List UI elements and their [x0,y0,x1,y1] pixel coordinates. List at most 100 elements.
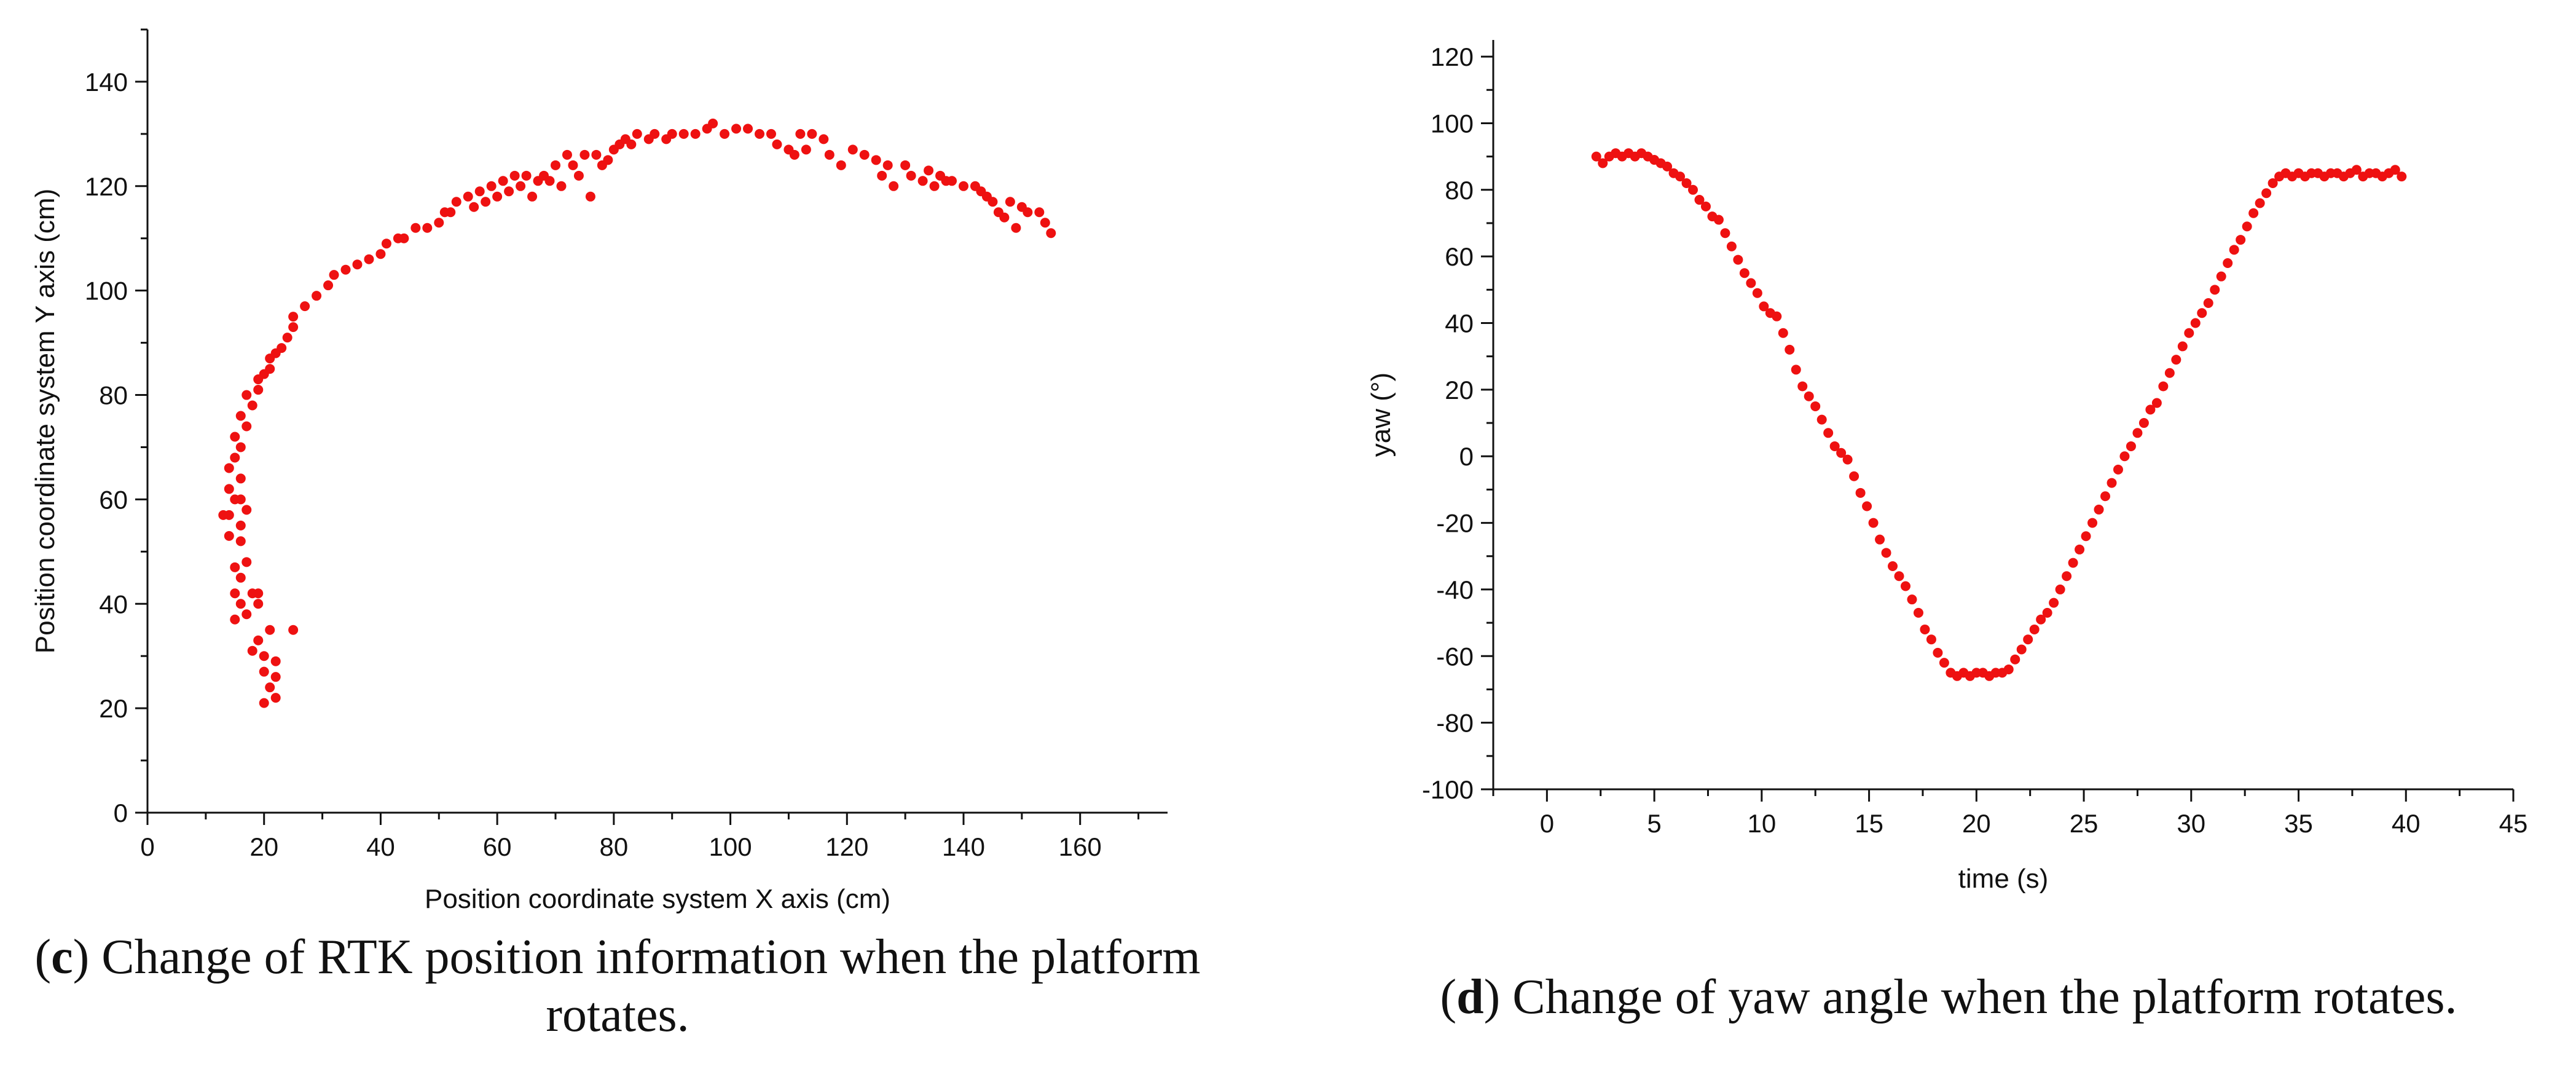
x-tick-label: 40 [2392,809,2421,838]
data-point [906,170,916,181]
data-point [2177,341,2188,352]
caption-c-text: Change of RTK position information when … [101,930,1201,1043]
data-point [253,635,264,645]
y-tick-label: 120 [1431,42,1474,71]
data-point [1720,228,1730,239]
data-point [924,165,934,176]
y-tick-label: 100 [85,277,128,306]
data-point [1598,158,1608,168]
data-point [2055,584,2065,594]
data-point [242,390,252,400]
y-tick-label: 80 [99,381,128,410]
data-point [959,181,968,191]
data-point [1023,207,1033,218]
data-point [755,128,764,139]
data-point [1739,268,1749,278]
data-point [2087,518,2098,528]
data-point [509,170,520,181]
data-point [265,682,275,693]
data-point [1034,207,1045,218]
data-point [1011,223,1021,233]
data-point [900,160,911,170]
data-point [288,322,299,333]
data-point [247,400,257,411]
data-point [573,170,584,181]
data-point [277,343,287,353]
data-point [516,181,526,191]
chart-d-yaw-scatter: 0 5 10 15 20 25 30 35 40 45 -100 -80 -60 -40 -20 0 20 40 6… [1366,40,2527,894]
data-point [1926,634,1936,645]
data-point [2197,308,2207,318]
data-point [463,191,473,202]
data-point [2010,654,2020,665]
data-point [859,149,870,160]
data-point [2138,418,2149,428]
data-point [282,333,293,343]
x-tick-label: 10 [1747,809,1776,838]
x-tick-label: 20 [249,832,278,861]
x-tick-label: 40 [366,832,395,861]
data-point [1005,197,1015,207]
data-point [270,672,281,682]
caption-d-text: Change of yaw angle when the platform ro… [1512,970,2457,1024]
caption-c: (c) Change of RTK position information w… [34,930,1201,1043]
data-point [469,202,479,212]
data-point [224,531,234,541]
data-point [218,510,229,520]
data-point [1888,561,1898,572]
data-point [521,170,532,181]
data-point [551,160,560,170]
data-point [1591,151,1601,162]
data-point [235,442,246,452]
data-point [2229,245,2239,255]
data-point [1907,594,1917,605]
data-point [2049,598,2059,608]
data-point [544,176,555,186]
data-point [650,128,660,139]
data-point [259,651,269,661]
data-point [230,588,240,599]
x-tick-label: 60 [483,832,512,861]
data-point [1675,172,1686,182]
data-point [591,149,602,160]
data-point [2236,235,2246,245]
data-point [789,149,799,160]
data-point [2184,328,2194,338]
data-point [288,625,299,635]
data-point [2171,355,2181,365]
data-point [2113,464,2123,475]
data-point [1868,518,1879,528]
data-point [375,249,386,259]
data-point [1804,391,1814,401]
figure-c: 0 20 40 60 80 100 120 140 160 0 20 40 60 80 100 120 140 P… [0,0,1229,1077]
data-point [2107,478,2117,488]
data-point [2390,165,2400,175]
data-point [2132,428,2143,438]
data-point [1900,581,1910,591]
data-point [235,494,246,505]
data-point [678,128,689,139]
data-point [1791,365,1801,375]
x-tick-label: 0 [140,832,154,861]
x-tick-label: 20 [1962,809,1991,838]
data-point [2003,664,2014,674]
x-tick-label: 35 [2284,809,2313,838]
y-tick-label: -80 [1436,709,1474,738]
data-point [381,239,391,249]
x-axis-label: time (s) [1958,864,2049,894]
data-point [1881,548,1891,558]
data-point [235,536,246,546]
data-point [323,280,334,291]
data-point [1939,658,1949,668]
data-point [999,212,1010,223]
data-point [2242,221,2252,232]
data-point [1913,607,1923,618]
data-point [1772,311,1782,322]
data-point [1797,381,1808,392]
data-point [235,599,246,609]
y-tick-label: 120 [85,172,128,201]
data-point [1810,401,1821,411]
data-point [270,693,281,703]
x-tick-label: 15 [1855,809,1883,838]
x-tick-label: 120 [825,832,868,861]
